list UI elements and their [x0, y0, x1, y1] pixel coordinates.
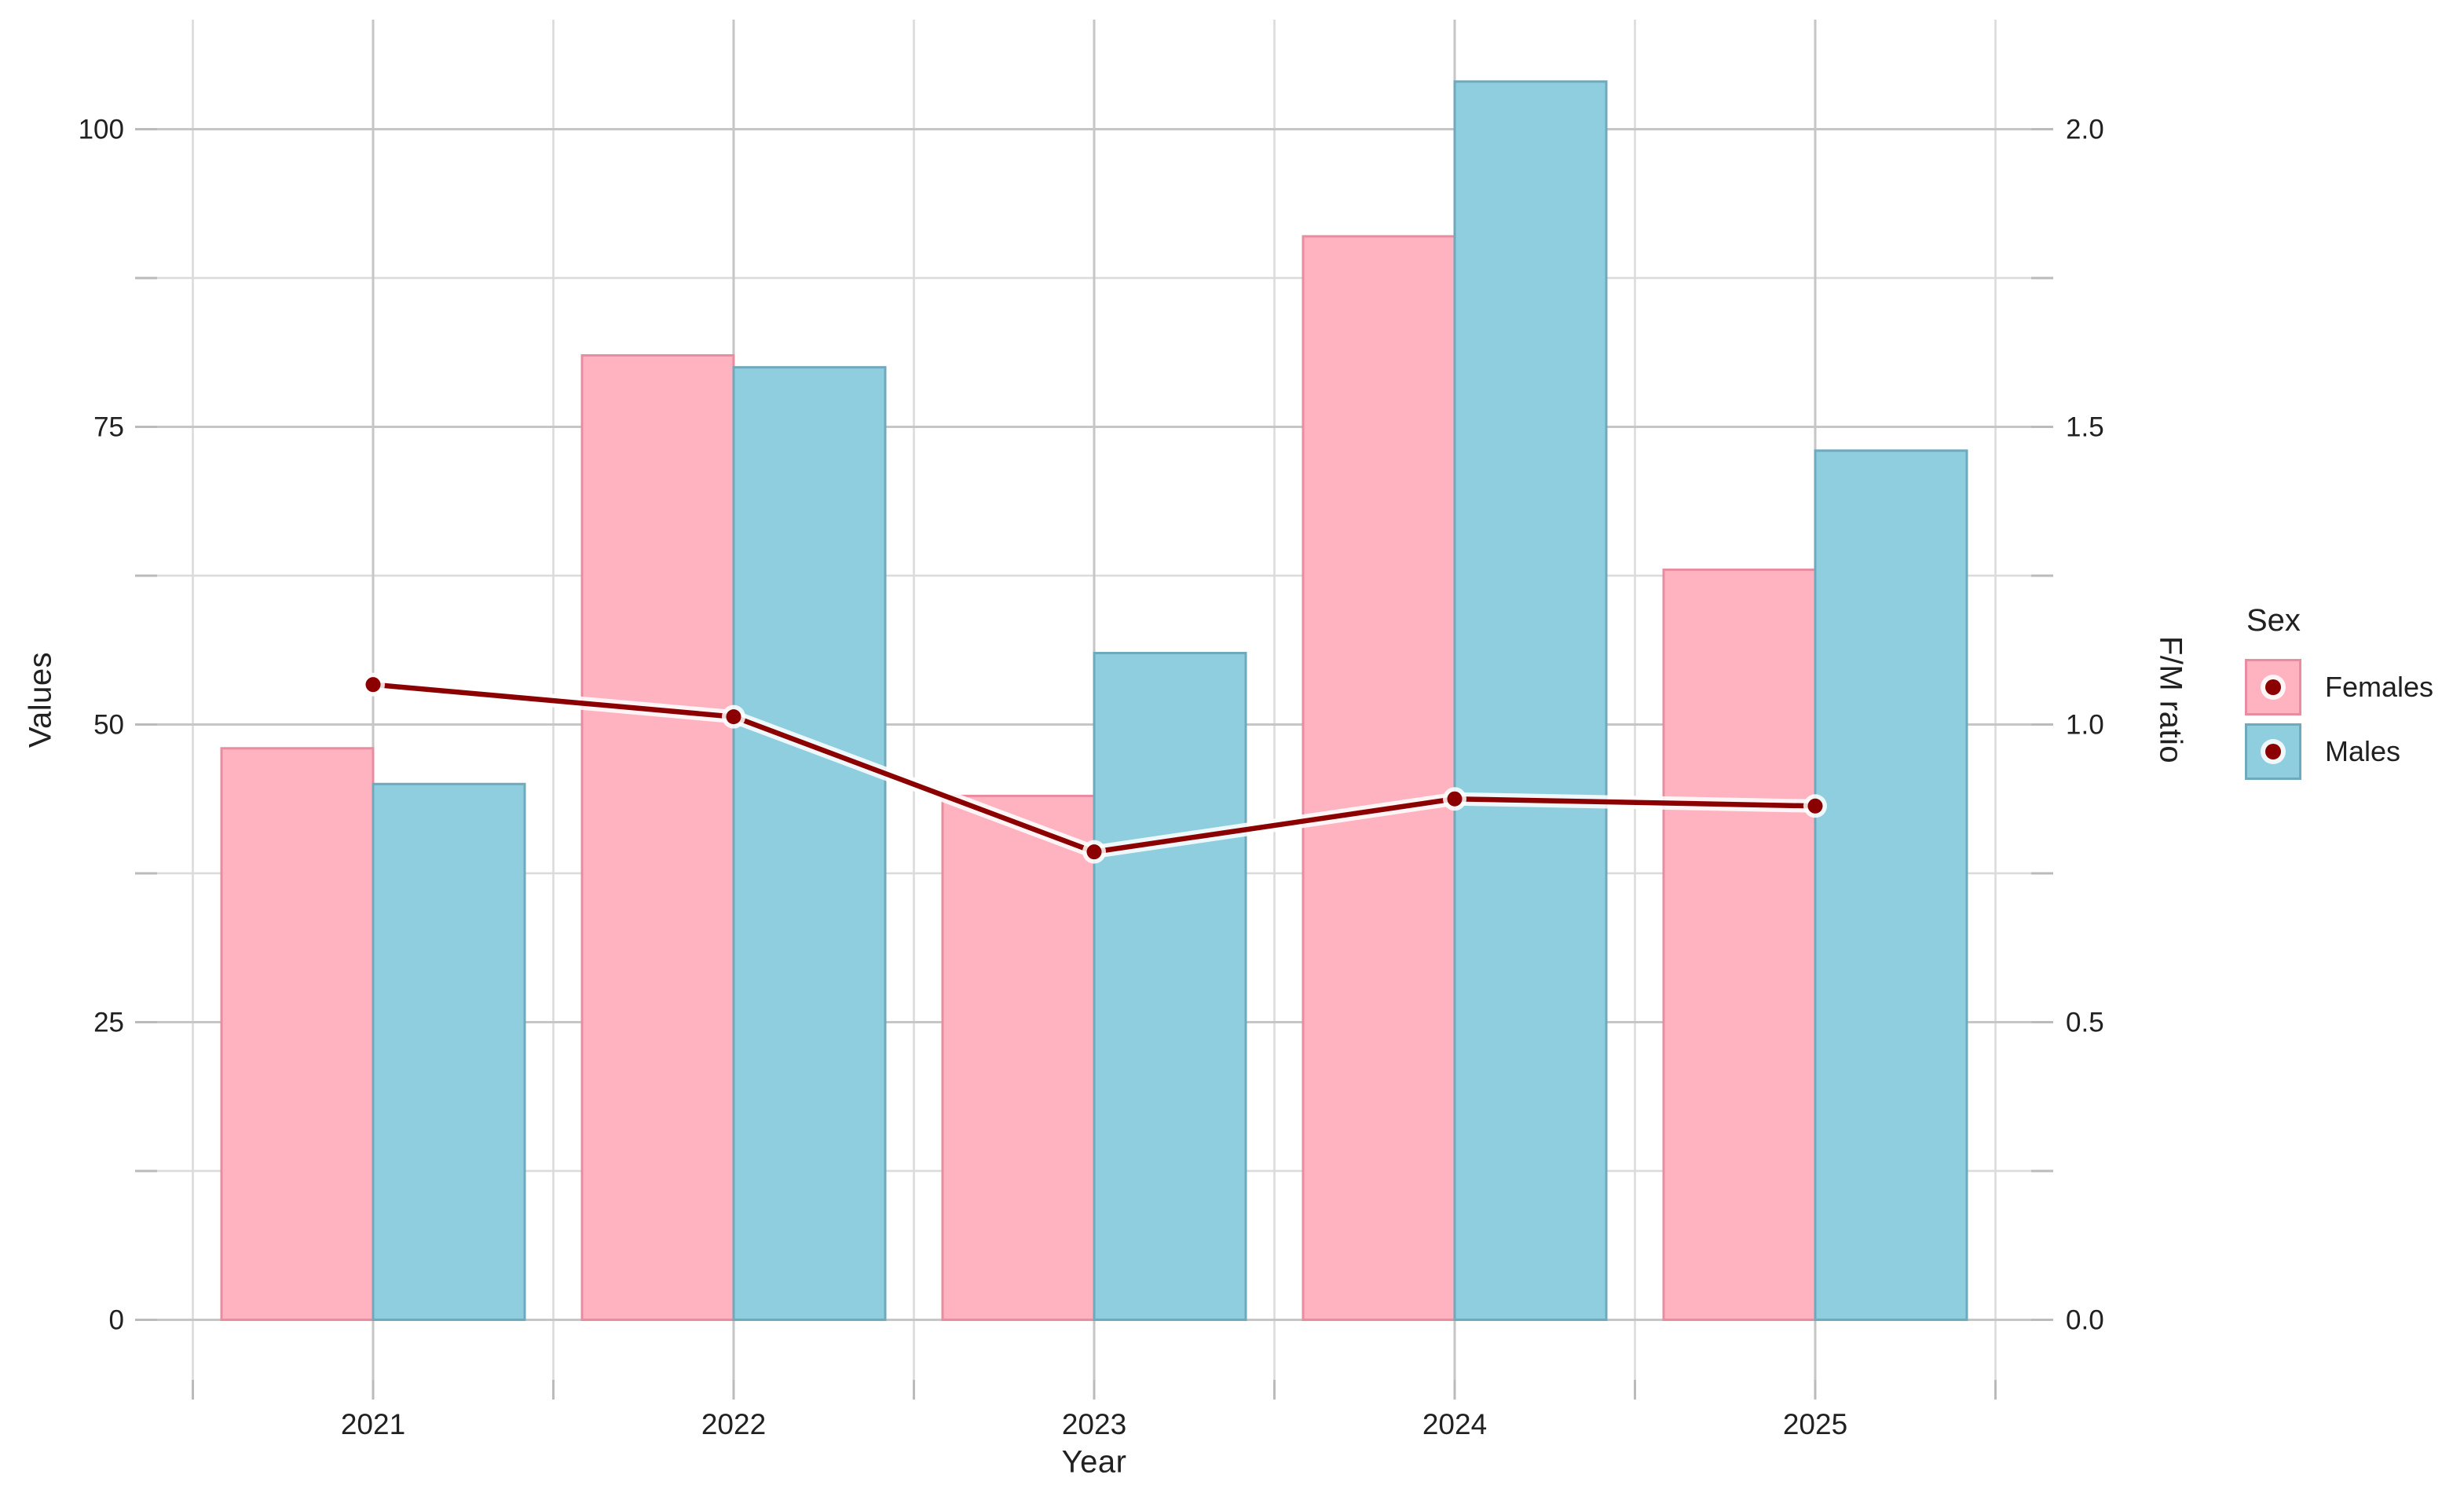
- ratio-point-2022: [726, 709, 741, 725]
- ratio-point-icon: [2265, 679, 2281, 695]
- bar-males-2021: [372, 782, 526, 1321]
- bar-males-2025: [1814, 449, 1968, 1321]
- legend-item-females: Females: [2245, 659, 2433, 715]
- y-axis-title-right: F/M ratio: [2153, 635, 2188, 764]
- bar-males-2024: [1453, 80, 1608, 1321]
- bar-females-2024: [1302, 235, 1456, 1321]
- bar-females-2021: [220, 747, 375, 1321]
- ratio-point-2023: [1086, 844, 1102, 860]
- y-left-tick-label: 75: [93, 412, 124, 442]
- x-tick-label: 2022: [701, 1408, 766, 1440]
- y-left-tick-label: 0: [109, 1305, 124, 1335]
- y-right-tick-label: 2.0: [2066, 114, 2104, 145]
- legend-label-males: Males: [2325, 735, 2401, 767]
- legend-title: Sex: [2246, 603, 2301, 638]
- y-axis-title-left: Values: [23, 651, 58, 748]
- ratio-point-2021: [365, 677, 381, 693]
- bar-females-2023: [941, 794, 1096, 1321]
- legend-item-males: Males: [2245, 723, 2433, 780]
- bar-males-2023: [1093, 651, 1247, 1321]
- bar-males-2022: [732, 366, 887, 1321]
- y-right-tick-label: 1.0: [2066, 709, 2104, 740]
- bar-females-2022: [580, 354, 735, 1321]
- legend: Sex Females Males: [2245, 603, 2433, 788]
- x-tick-label: 2024: [1422, 1408, 1487, 1440]
- y-left-tick-label: 100: [79, 114, 124, 145]
- y-left-tick-label: 50: [93, 709, 124, 740]
- ratio-point-icon: [2265, 744, 2281, 759]
- bar-females-2025: [1662, 568, 1817, 1321]
- males-swatch-icon: [2245, 723, 2301, 780]
- legend-label-females: Females: [2325, 671, 2434, 703]
- y-right-tick-label: 0.0: [2066, 1305, 2104, 1335]
- y-right-tick-label: 1.5: [2066, 412, 2104, 442]
- y-right-tick-label: 0.5: [2066, 1007, 2104, 1037]
- x-tick-label: 2025: [1783, 1408, 1847, 1440]
- females-swatch-icon: [2245, 659, 2301, 715]
- ratio-point-2025: [1807, 798, 1823, 814]
- y-left-tick-label: 25: [93, 1007, 124, 1037]
- x-tick-label: 2021: [341, 1408, 405, 1440]
- x-axis-title: Year: [1061, 1444, 1127, 1480]
- ratio-point-2024: [1447, 791, 1463, 807]
- x-tick-label: 2023: [1062, 1408, 1126, 1440]
